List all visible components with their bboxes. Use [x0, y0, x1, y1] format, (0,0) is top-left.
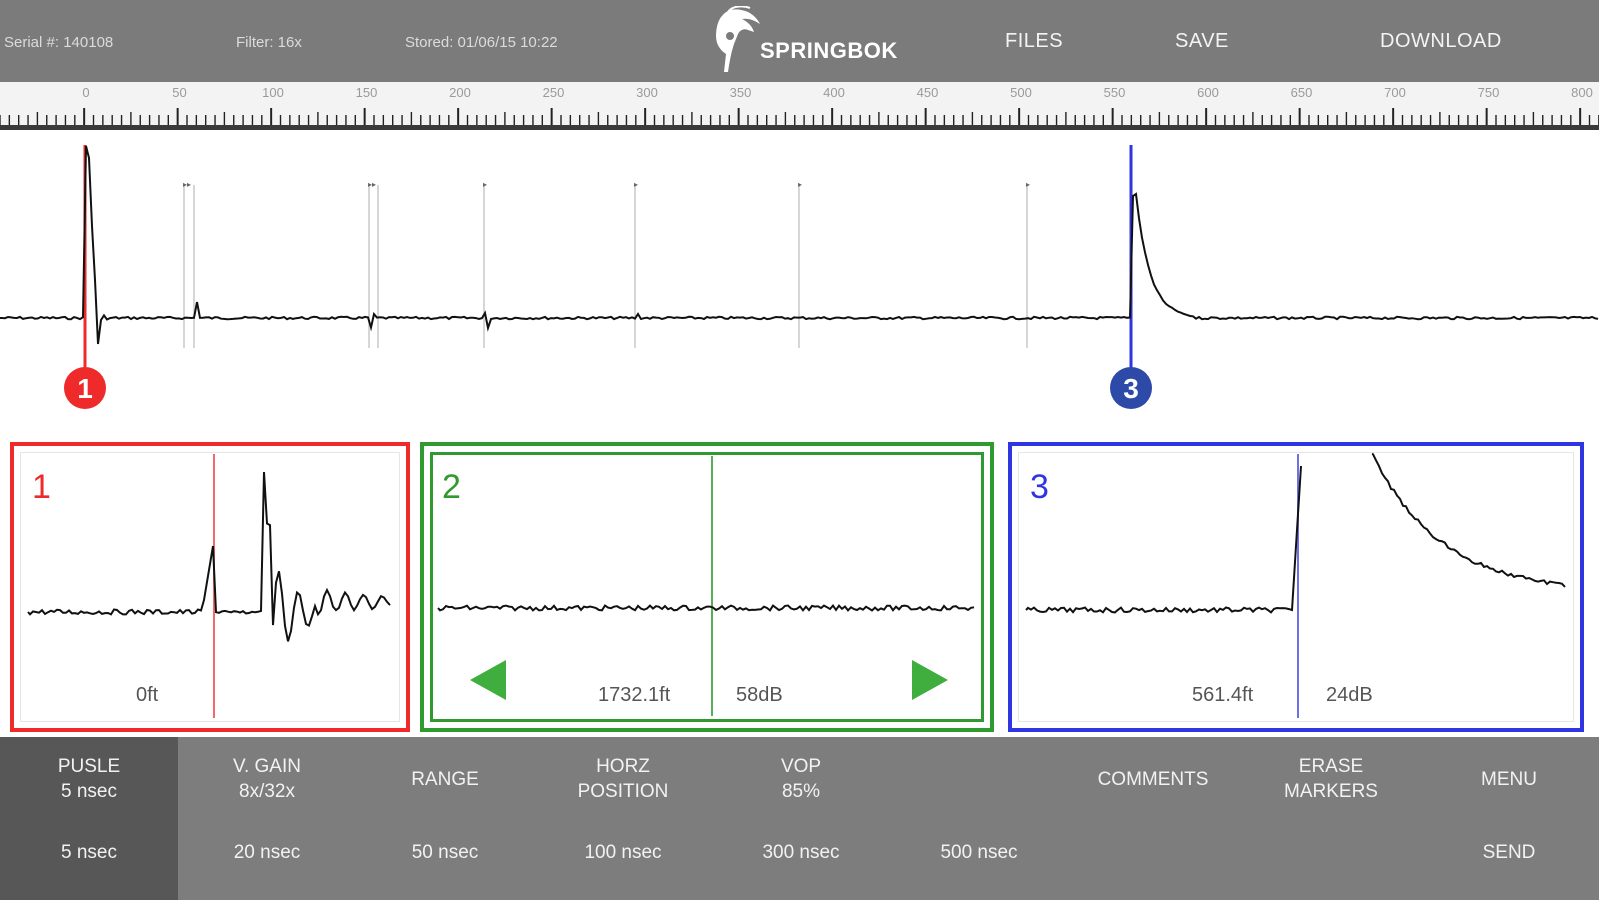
logo-wordmark: SPRINGBOK — [760, 38, 898, 63]
menu-label: MENU — [1481, 768, 1537, 790]
panel-1-zoom-trace — [27, 454, 391, 718]
cursor-3-badge[interactable]: 3 — [1110, 367, 1152, 409]
top-bar: Serial #: 140108 Filter: 16x Stored: 01/… — [0, 0, 1599, 82]
event-flag: ▸ — [798, 180, 802, 189]
ruler-tick-label: 750 — [1478, 85, 1500, 100]
ruler-tick-label: 250 — [543, 85, 565, 100]
ruler-tick-label: 650 — [1291, 85, 1313, 100]
ruler-tick-label: 150 — [356, 85, 378, 100]
pulse-value: 5 nsec — [61, 781, 117, 802]
panel-2-distance: 1732.1ft — [598, 684, 671, 706]
tdr-waveform[interactable]: ▸▸ ▸▸ ▸ ▸ ▸ ▸ 1 3 — [0, 130, 1599, 430]
ruler-tick-label: 200 — [449, 85, 471, 100]
ruler-tick-label: 100 — [262, 85, 284, 100]
comments-button[interactable]: COMMENTS — [1064, 751, 1242, 807]
erase-markers-button[interactable]: ERASE MARKERS — [1242, 751, 1420, 807]
ruler-tick-label: 50 — [172, 85, 186, 100]
panel-3-distance: 561.4ft — [1192, 684, 1254, 706]
panel-2-gain: 58dB — [736, 684, 783, 706]
move-left-arrow-icon[interactable] — [468, 658, 508, 702]
pulse-option-5ns[interactable]: 5 nsec — [61, 841, 117, 863]
comments-label: COMMENTS — [1097, 768, 1209, 790]
cursor-1-badge[interactable]: 1 — [64, 367, 106, 409]
ruler-tick-label: 800 — [1571, 85, 1593, 100]
waveform-trace — [0, 145, 1599, 345]
erase-label: ERASE — [1298, 756, 1364, 777]
menu-button[interactable]: MENU — [1420, 751, 1598, 807]
vop-button[interactable]: VOP 85% — [712, 751, 890, 807]
active-pulse-column — [0, 737, 178, 900]
event-flag: ▸ — [634, 180, 638, 189]
panel-2-zoom-trace — [437, 456, 975, 716]
vgain-value: 8x/32x — [239, 781, 295, 802]
ruler-tick-label: 300 — [636, 85, 658, 100]
event-flag: ▸▸ — [368, 180, 376, 189]
ruler-tick-label: 550 — [1104, 85, 1126, 100]
springbok-logo: SPRINGBOK — [708, 5, 898, 78]
event-flag: ▸ — [483, 180, 487, 189]
horizontal-position-button[interactable]: HORZ POSITION — [534, 751, 712, 807]
springbok-antelope-icon — [716, 5, 760, 73]
markers-label: MARKERS — [1284, 781, 1378, 802]
ruler-tick-label: 500 — [1010, 85, 1032, 100]
vop-label: VOP — [780, 756, 822, 777]
panel-3-number: 3 — [1030, 468, 1049, 506]
pulse-label: PUSLE — [57, 756, 121, 777]
panel-2-number: 2 — [442, 468, 461, 506]
cursor-1-number: 1 — [77, 373, 93, 404]
ruler-tick-label: 350 — [730, 85, 752, 100]
cursor-3-number: 3 — [1123, 373, 1139, 404]
bottom-toolbar: PUSLE 5 nsec V. GAIN 8x/32x RANGE HORZ P… — [0, 737, 1599, 900]
cursor-3-detail-panel[interactable]: 3 561.4ft 24dB — [1008, 442, 1584, 732]
vertical-gain-button[interactable]: V. GAIN 8x/32x — [178, 751, 356, 807]
panel-1-number: 1 — [32, 468, 51, 506]
event-flag: ▸ — [1026, 180, 1030, 189]
filter-setting: Filter: 16x — [236, 34, 302, 51]
pulse-option-300ns[interactable]: 300 nsec — [762, 841, 840, 863]
pulse-option-500ns[interactable]: 500 nsec — [940, 841, 1018, 863]
pulse-button[interactable]: PUSLE 5 nsec — [0, 751, 178, 807]
panel-1-distance: 0ft — [136, 684, 159, 706]
vgain-label: V. GAIN — [233, 756, 301, 777]
horz-label: HORZ — [596, 756, 650, 777]
cursor-1-detail-panel[interactable]: 1 0ft — [10, 442, 410, 732]
download-button[interactable]: DOWNLOAD — [1380, 30, 1502, 52]
ruler-tick-label: 0 — [82, 85, 89, 100]
stored-timestamp: Stored: 01/06/15 10:22 — [405, 34, 558, 51]
save-button[interactable]: SAVE — [1175, 30, 1229, 52]
pulse-option-100ns[interactable]: 100 nsec — [584, 841, 662, 863]
ruler-tick-label: 400 — [823, 85, 845, 100]
ruler-scale: 0 50 100 150 200 250 300 350 400 450 500 550 600 650 7… — [0, 85, 1599, 125]
range-button[interactable]: RANGE — [356, 751, 534, 807]
ruler-tick-label: 700 — [1384, 85, 1406, 100]
pulse-option-50ns[interactable]: 50 nsec — [411, 841, 479, 863]
files-button[interactable]: FILES — [1005, 30, 1064, 52]
range-label: RANGE — [411, 768, 479, 790]
horz-label-2: POSITION — [577, 781, 669, 802]
pulse-option-20ns[interactable]: 20 nsec — [233, 841, 301, 863]
ruler-tick-label: 450 — [917, 85, 939, 100]
send-button[interactable]: SEND — [1482, 841, 1536, 863]
event-flag: ▸▸ — [183, 180, 191, 189]
panel-3-zoom-trace — [1025, 453, 1566, 718]
panel-3-gain: 24dB — [1326, 684, 1373, 706]
serial-number: Serial #: 140108 — [4, 34, 114, 51]
cursor-2-detail-panel[interactable]: 2 1732.1ft 58dB — [420, 442, 994, 732]
ruler-tick-label: 600 — [1197, 85, 1219, 100]
vop-value: 85% — [781, 781, 821, 802]
distance-ruler[interactable]: 0 50 100 150 200 250 300 350 400 450 500 550 600 650 7… — [0, 82, 1599, 130]
move-right-arrow-icon[interactable] — [910, 658, 950, 702]
